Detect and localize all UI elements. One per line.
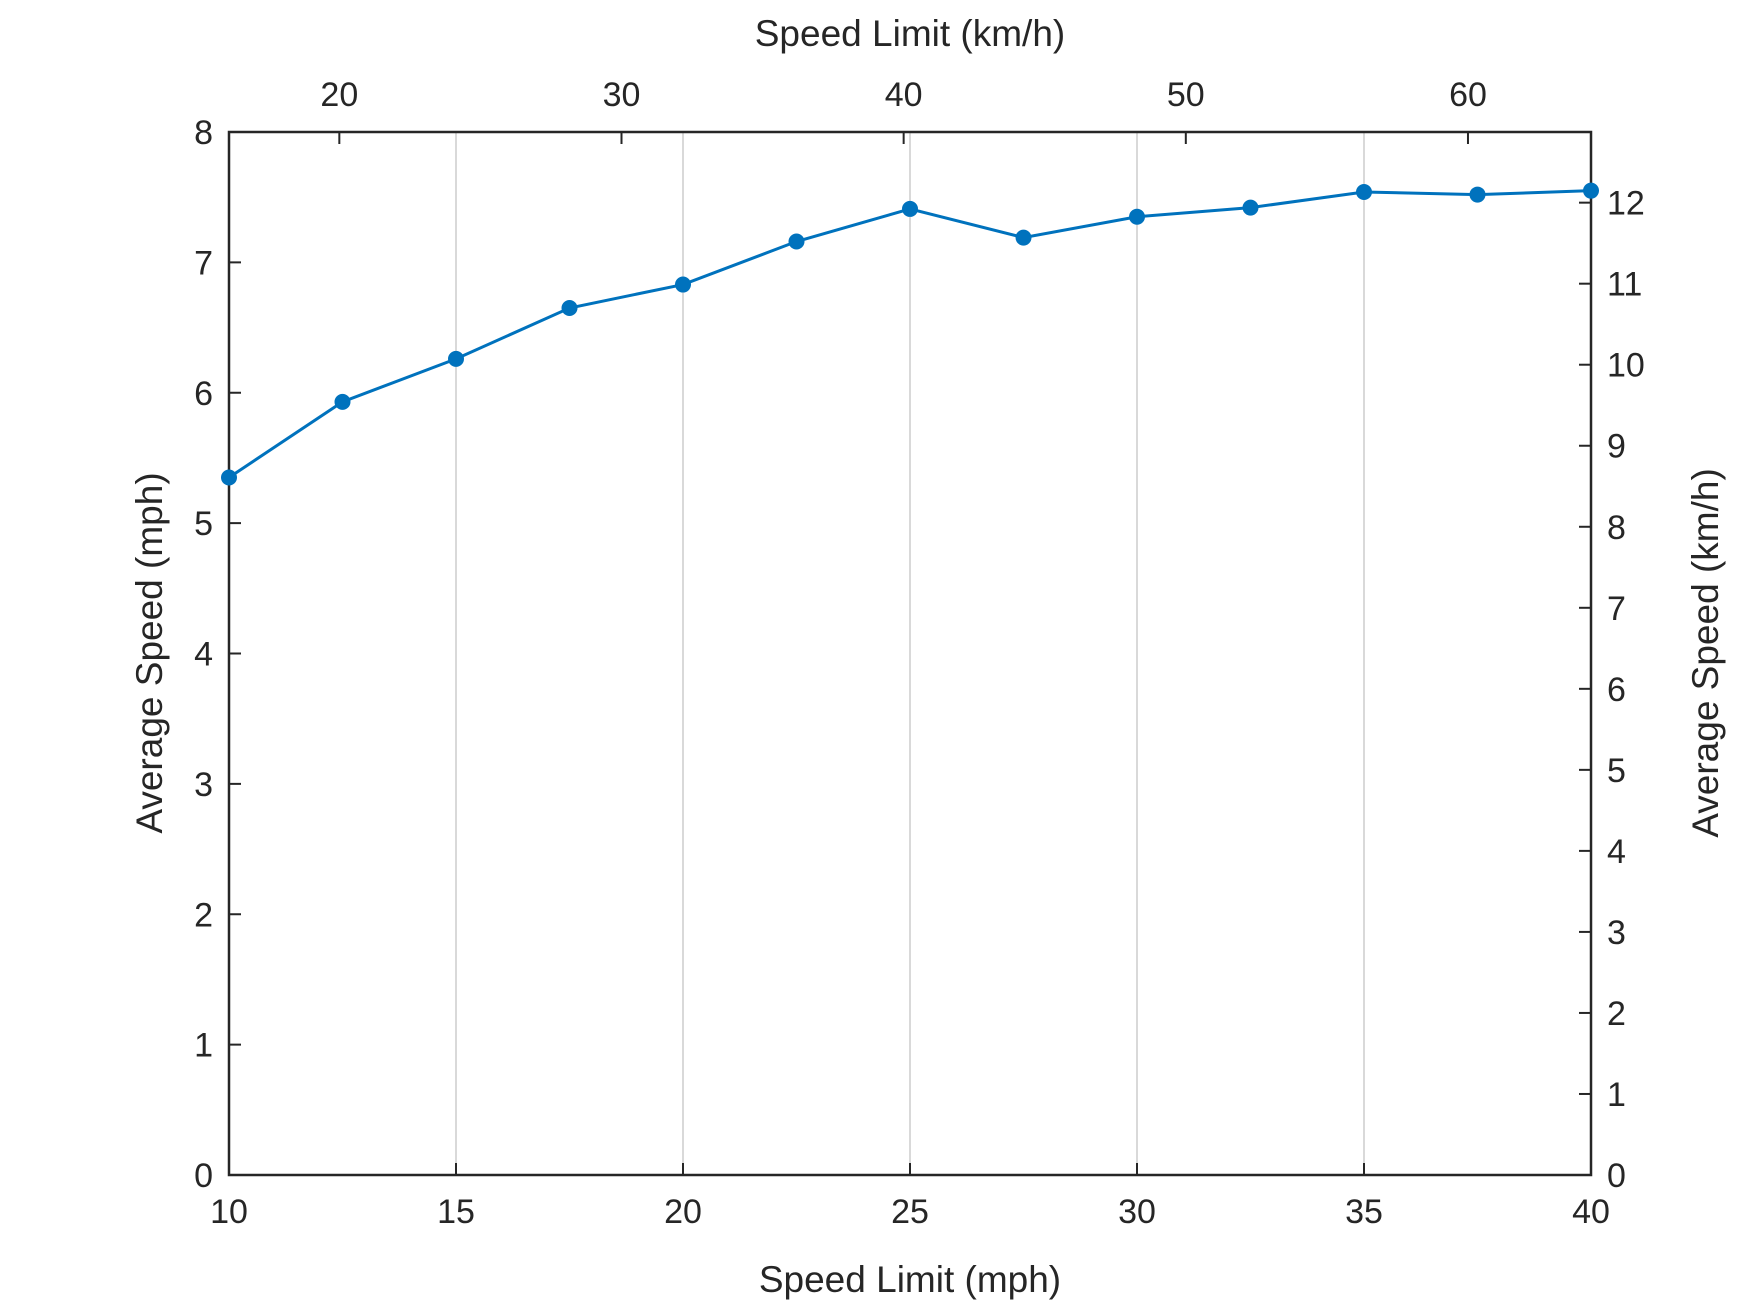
x2-tick-label: 60	[1449, 76, 1487, 114]
x2-tick-label: 20	[320, 76, 358, 114]
x2-tick-label: 30	[603, 76, 641, 114]
grid-lines	[455, 132, 1365, 1175]
y-tick-label: 2	[194, 896, 213, 934]
data-point	[1242, 199, 1259, 216]
y2-tick-label: 4	[1607, 833, 1626, 871]
y2-tick-label: 10	[1607, 347, 1645, 385]
data-point	[448, 350, 464, 367]
y2-tick-label: 7	[1607, 590, 1626, 628]
data-point	[902, 200, 918, 217]
x-tick-label: 35	[1345, 1193, 1383, 1231]
y-tick-label: 5	[194, 505, 213, 543]
y2-tick-label: 3	[1607, 914, 1626, 952]
y2-tick-label: 12	[1607, 185, 1645, 223]
y2-tick-label: 5	[1607, 752, 1626, 790]
y2-tick-label: 2	[1607, 995, 1626, 1033]
x-tick-label: 40	[1572, 1193, 1610, 1231]
x-tick-label: 10	[210, 1193, 248, 1231]
data-point	[1015, 229, 1032, 246]
x2-tick-label: 50	[1167, 76, 1205, 114]
x-tick-label: 20	[664, 1193, 702, 1231]
y2-tick-label: 8	[1607, 509, 1626, 547]
series-line	[221, 182, 1599, 486]
y-tick-label: 7	[194, 244, 213, 282]
data-point	[221, 469, 237, 486]
data-point	[1469, 186, 1486, 203]
data-point	[561, 300, 578, 317]
x2-tick-label: 40	[885, 76, 923, 114]
y-tick-label: 4	[194, 636, 213, 674]
data-point	[334, 393, 351, 410]
y2-tick-label: 0	[1607, 1157, 1626, 1195]
data-point	[1356, 183, 1372, 200]
y-tick-label: 0	[194, 1157, 213, 1195]
y2-axis-label: Average Speed (km/h)	[1685, 468, 1726, 838]
y2-tick-label: 9	[1607, 428, 1626, 466]
data-point	[1129, 208, 1145, 225]
y2-tick-label: 11	[1607, 266, 1642, 304]
y-tick-label: 6	[194, 375, 213, 413]
plot-frame	[227, 130, 1593, 1177]
y-tick-label: 1	[194, 1027, 213, 1065]
y2-tick-label: 1	[1607, 1076, 1626, 1114]
x-tick-label: 15	[437, 1193, 475, 1231]
x-axis-label: Speed Limit (mph)	[759, 1259, 1061, 1300]
y2-tick-label: 6	[1607, 671, 1626, 709]
data-point	[1583, 182, 1599, 199]
x-tick-label: 25	[891, 1193, 929, 1231]
y-tick-label: 8	[194, 114, 213, 152]
y-tick-label: 3	[194, 766, 213, 804]
y-axis-label: Average Speed (mph)	[129, 472, 170, 833]
x2-axis-label: Speed Limit (km/h)	[755, 13, 1066, 54]
data-point	[788, 233, 805, 250]
data-point	[675, 276, 691, 293]
x-tick-label: 30	[1118, 1193, 1156, 1231]
